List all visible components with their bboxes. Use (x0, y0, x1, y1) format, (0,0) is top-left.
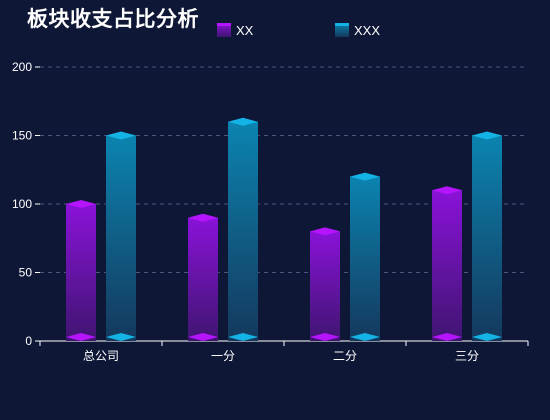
bar-XX-二分[interactable] (310, 231, 340, 341)
bar-top-cap (188, 213, 218, 222)
y-tick-label: 200 (12, 60, 32, 74)
legend[interactable]: XX XXX (217, 23, 380, 38)
y-tick-label: 50 (19, 266, 33, 280)
bar-top-cap (432, 186, 462, 195)
bar-top-cap (472, 131, 502, 140)
bar-XXX-总公司[interactable] (106, 135, 136, 342)
legend-item-XXX[interactable]: XXX (335, 23, 380, 38)
legend-swatch (335, 23, 349, 37)
bar-XX-三分[interactable] (432, 190, 462, 341)
legend-item-XX[interactable]: XX (217, 23, 254, 38)
legend-swatch-cap (217, 23, 231, 26)
bar-bottom-cap (350, 333, 380, 341)
bar-bottom-cap (66, 333, 96, 341)
x-axis: 总公司 一分 二分 三分 (39, 340, 529, 363)
y-axis: 0 50 100 150 200 (12, 60, 40, 348)
legend-swatch (217, 23, 231, 37)
legend-label: XXX (354, 23, 380, 38)
bar-top-cap (106, 131, 136, 140)
bar-XX-一分[interactable] (188, 217, 218, 341)
bar-XXX-二分[interactable] (350, 176, 380, 341)
bar-XX-总公司[interactable] (66, 204, 96, 341)
bar-XXX-一分[interactable] (228, 121, 258, 341)
x-category-label: 二分 (333, 349, 357, 363)
bar-top-cap (310, 227, 340, 236)
bar-top-cap (66, 200, 96, 208)
bar-bottom-cap (310, 333, 340, 341)
chart-title: 板块收支占比分析 (27, 7, 199, 31)
legend-label: XX (236, 23, 254, 38)
bar-bottom-cap (228, 333, 258, 341)
y-tick-label: 150 (12, 129, 32, 143)
y-tick-label: 100 (12, 197, 32, 211)
x-category-label: 一分 (211, 349, 235, 363)
bar-top-cap (228, 117, 258, 126)
x-category-label: 三分 (455, 349, 479, 363)
bar-bottom-cap (472, 333, 502, 341)
bars (66, 117, 502, 342)
bar-top-cap (350, 172, 380, 181)
x-category-label: 总公司 (83, 349, 119, 363)
bar-XXX-三分[interactable] (472, 135, 502, 342)
bar-bottom-cap (106, 333, 136, 341)
legend-swatch-cap (335, 23, 349, 26)
bar-bottom-cap (432, 333, 462, 341)
bar-bottom-cap (188, 333, 218, 341)
y-tick-label: 0 (25, 334, 32, 348)
